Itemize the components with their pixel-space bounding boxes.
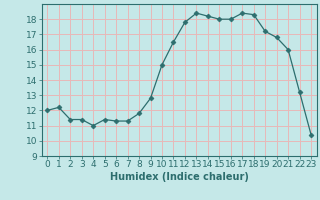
X-axis label: Humidex (Indice chaleur): Humidex (Indice chaleur): [110, 172, 249, 182]
